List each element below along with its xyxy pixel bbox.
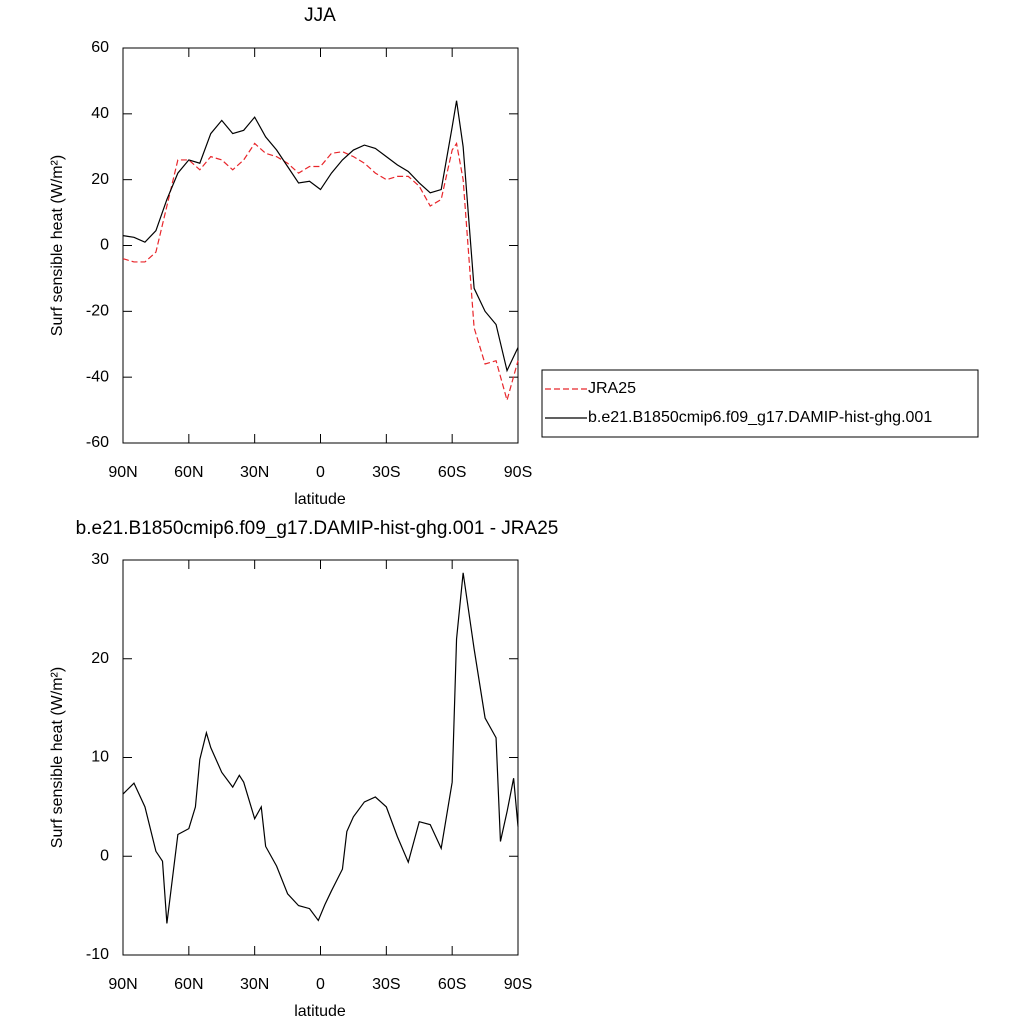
plot-frame xyxy=(122,47,519,444)
y-tick-label: 20 xyxy=(91,171,109,188)
y-tick-label: 30 xyxy=(91,551,109,568)
data-line xyxy=(122,572,519,924)
x-tick-label: 30S xyxy=(372,976,400,993)
data-line xyxy=(122,141,519,403)
y-axis-label: Surf sensible heat (W/m²) xyxy=(49,155,66,336)
x-tick-label: 90N xyxy=(108,464,137,481)
plot-frame xyxy=(122,559,519,956)
chart-title: JJA xyxy=(304,5,336,26)
legend-box xyxy=(541,369,979,438)
y-tick-label: 0 xyxy=(100,847,109,864)
y-tick-label: 60 xyxy=(91,39,109,56)
legend-label: JRA25 xyxy=(588,380,636,397)
x-tick-label: 30N xyxy=(240,464,269,481)
y-tick-label: -20 xyxy=(86,303,109,320)
y-tick-label: 20 xyxy=(91,650,109,667)
x-tick-label: 90S xyxy=(504,976,532,993)
y-tick-label: -60 xyxy=(86,434,109,451)
x-axis-label: latitude xyxy=(294,1003,346,1020)
x-tick-label: 90N xyxy=(108,976,137,993)
x-tick-label: 0 xyxy=(316,464,325,481)
x-tick-label: 30S xyxy=(372,464,400,481)
legend-label: b.e21.B1850cmip6.f09_g17.DAMIP-hist-ghg.… xyxy=(588,409,932,426)
chart-title: b.e21.B1850cmip6.f09_g17.DAMIP-hist-ghg.… xyxy=(76,518,559,539)
x-tick-label: 0 xyxy=(316,976,325,993)
x-tick-label: 30N xyxy=(240,976,269,993)
x-tick-label: 60S xyxy=(438,464,466,481)
y-tick-label: 40 xyxy=(91,105,109,122)
x-tick-label: 60S xyxy=(438,976,466,993)
x-tick-label: 60N xyxy=(174,976,203,993)
x-tick-label: 90S xyxy=(504,464,532,481)
x-axis-label: latitude xyxy=(294,491,346,508)
y-tick-label: -40 xyxy=(86,368,109,385)
y-axis-label: Surf sensible heat (W/m²) xyxy=(49,667,66,848)
x-tick-label: 60N xyxy=(174,464,203,481)
y-tick-label: 0 xyxy=(100,237,109,254)
y-tick-label: 10 xyxy=(91,749,109,766)
data-line xyxy=(122,100,519,373)
y-tick-label: -10 xyxy=(86,946,109,963)
